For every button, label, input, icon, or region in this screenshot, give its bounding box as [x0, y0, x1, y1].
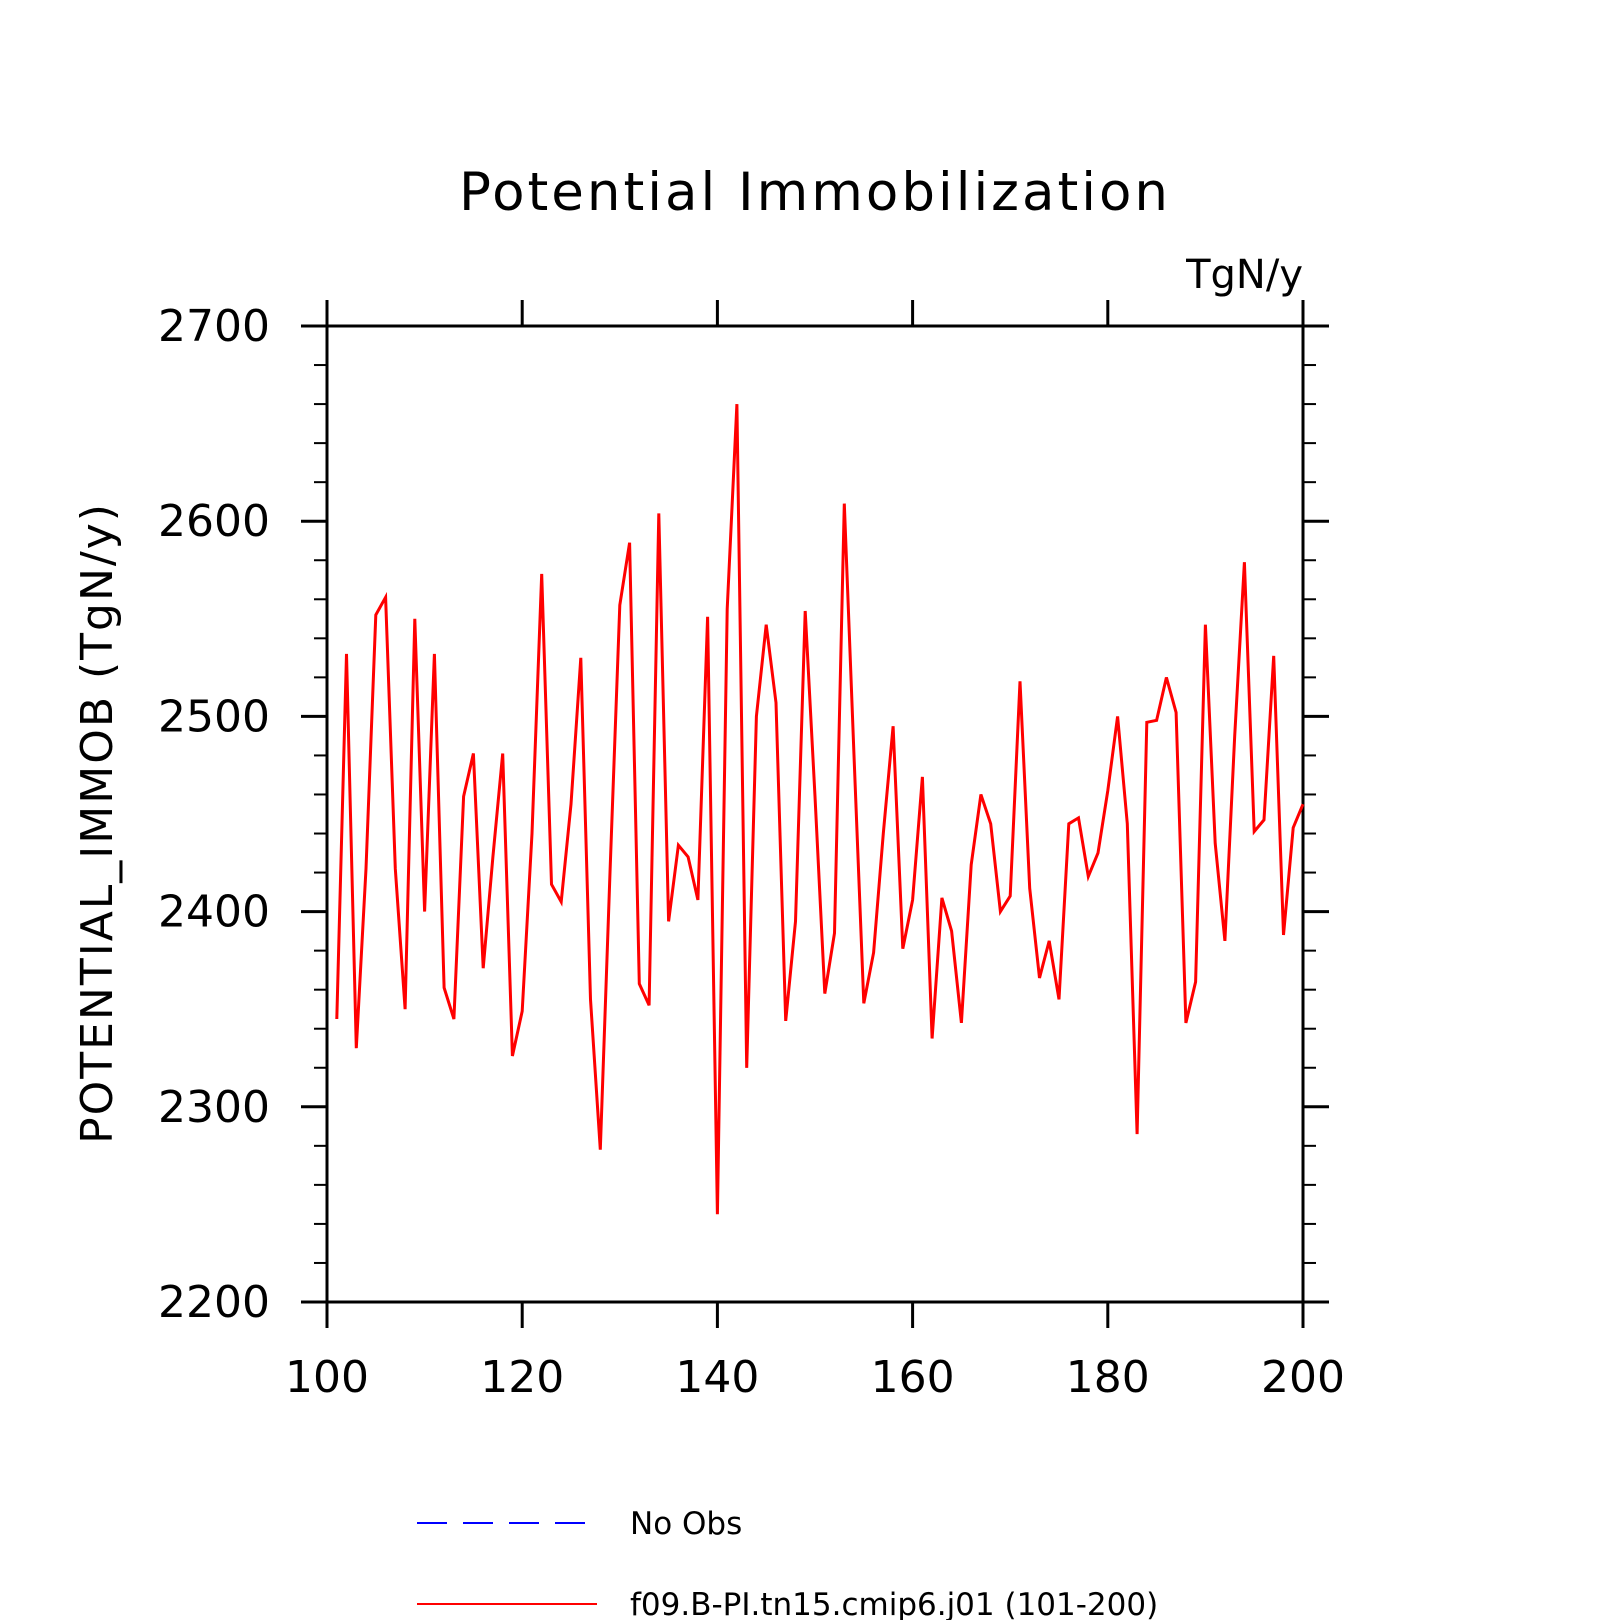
tick-labels: 2200 2300 2400 2500 2600 2700 100 120 140 160 180 2…	[158, 301, 1345, 1403]
x-tick-label: 160	[871, 1352, 955, 1403]
legend-label: f09.B-PI.tn15.cmip6.j01 (101-200)	[630, 1587, 1158, 1620]
y-tick-label: 2500	[158, 691, 270, 742]
legend-label: No Obs	[630, 1506, 742, 1542]
x-tick-label: 180	[1066, 1352, 1150, 1403]
chart-title: Potential Immobilization	[459, 162, 1171, 223]
y-axis-label: POTENTIAL_IMMOB (TgN/y)	[72, 502, 123, 1144]
series-line	[335, 404, 1305, 1215]
series-layer	[335, 404, 1305, 1215]
x-tick-label: 140	[675, 1352, 759, 1403]
y-tick-label: 2600	[158, 496, 270, 547]
plot-frame	[325, 324, 1305, 1304]
y-tick-label: 2400	[158, 887, 270, 938]
axis-ticks	[301, 300, 1329, 1328]
legend: No Obs f09.B-PI.tn15.cmip6.j01 (101-200)	[417, 1506, 1158, 1620]
x-tick-label: 100	[285, 1352, 369, 1403]
x-tick-label: 120	[480, 1352, 564, 1403]
x-tick-label: 200	[1261, 1352, 1345, 1403]
y-tick-label: 2700	[158, 301, 270, 352]
y-tick-label: 2300	[158, 1082, 270, 1133]
y-tick-label: 2200	[158, 1277, 270, 1328]
units-label: TgN/y	[1185, 252, 1303, 298]
